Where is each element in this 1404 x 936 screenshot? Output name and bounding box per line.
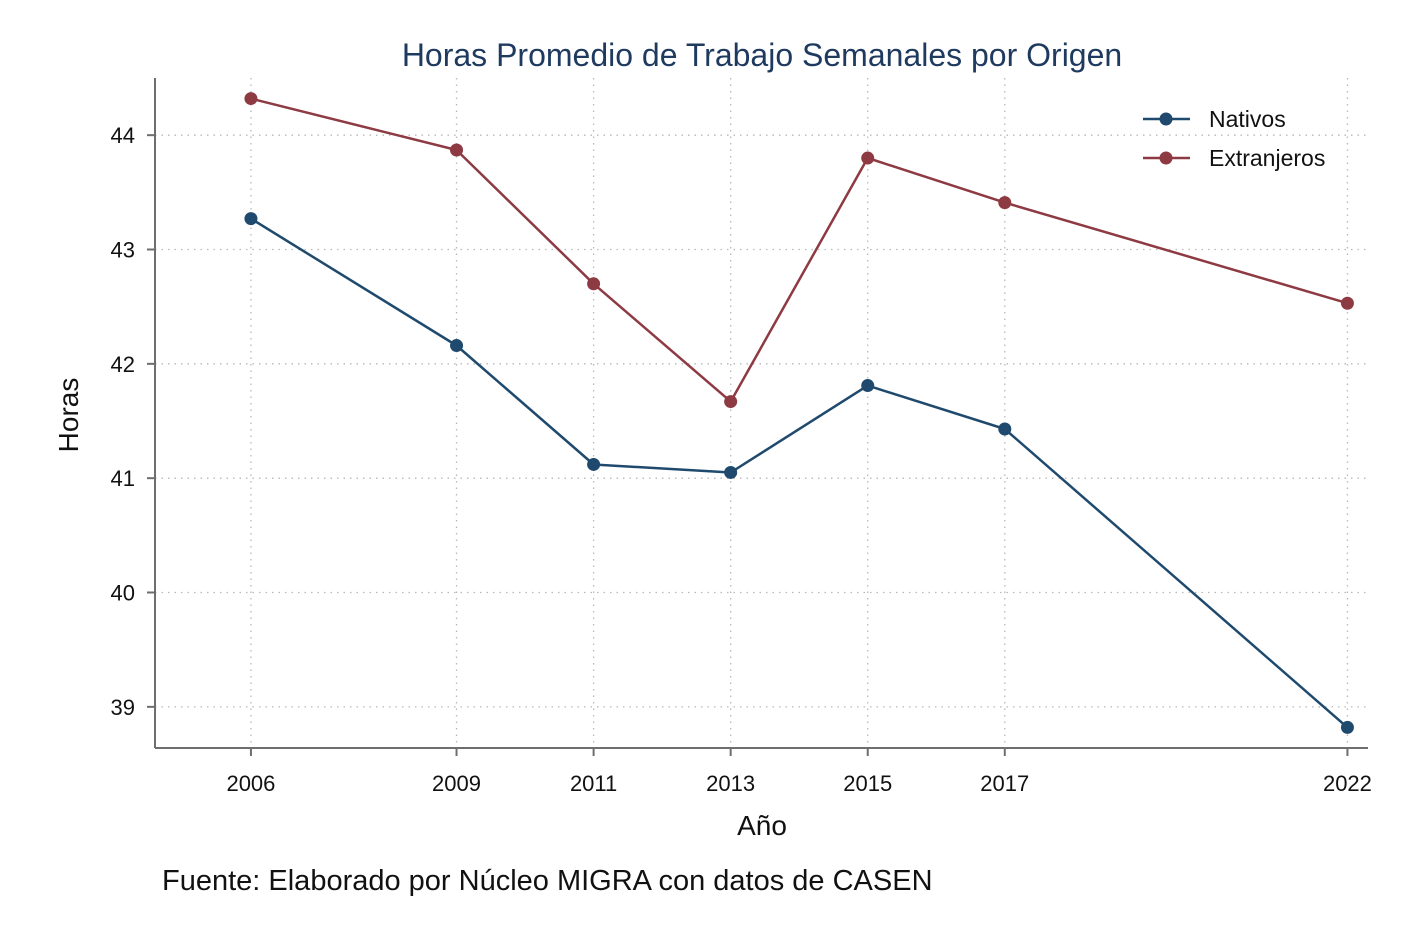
x-tick-label: 2015 [843,771,892,796]
data-point [1340,720,1354,734]
source-note: Fuente: Elaborado por Núcleo MIGRA con d… [162,865,933,897]
legend-item: Nativos [1143,106,1286,132]
data-point [998,422,1012,436]
series-nativos [244,212,1354,734]
legend-label: Extranjeros [1209,145,1325,171]
series-line [250,217,1349,729]
y-tick-label: 43 [111,238,135,263]
data-point [450,339,464,353]
x-tick-label: 2009 [432,771,481,796]
data-point [861,379,875,393]
tick-labels: 39 40 41 42 43 44 2006 2009 2011 2013 2015 2017 2022 [111,123,1372,796]
data-point [244,92,258,106]
x-tick-label: 2022 [1323,771,1372,796]
series-lines [244,92,1354,734]
legend: Nativos Extranjeros [1143,106,1325,171]
data-point [244,212,258,226]
legend-label: Nativos [1209,106,1286,132]
x-tick-label: 2013 [706,771,755,796]
data-point [724,395,738,409]
x-tick-label: 2017 [980,771,1029,796]
chart-title: Horas Promedio de Trabajo Semanales por … [402,37,1122,73]
x-axis-title: Año [737,810,787,841]
data-point [1340,296,1354,310]
y-tick-label: 41 [111,466,135,491]
data-point [450,143,464,157]
y-tick-label: 44 [111,123,135,148]
y-tick-label: 39 [111,695,135,720]
x-tick-label: 2006 [226,771,275,796]
y-tick-label: 40 [111,581,135,606]
data-point [861,151,875,165]
y-tick-label: 42 [111,352,135,377]
axes [147,78,1368,756]
grid-lines [155,78,1368,748]
legend-item: Extranjeros [1143,145,1325,171]
y-axis-title: Horas [53,378,84,453]
series-extranjeros [244,92,1354,409]
data-point [724,465,738,479]
legend-marker [1159,151,1173,165]
data-point [587,457,601,471]
x-tick-label: 2011 [570,771,617,796]
data-point [998,196,1012,210]
data-point [587,277,601,291]
legend-marker [1159,112,1173,126]
